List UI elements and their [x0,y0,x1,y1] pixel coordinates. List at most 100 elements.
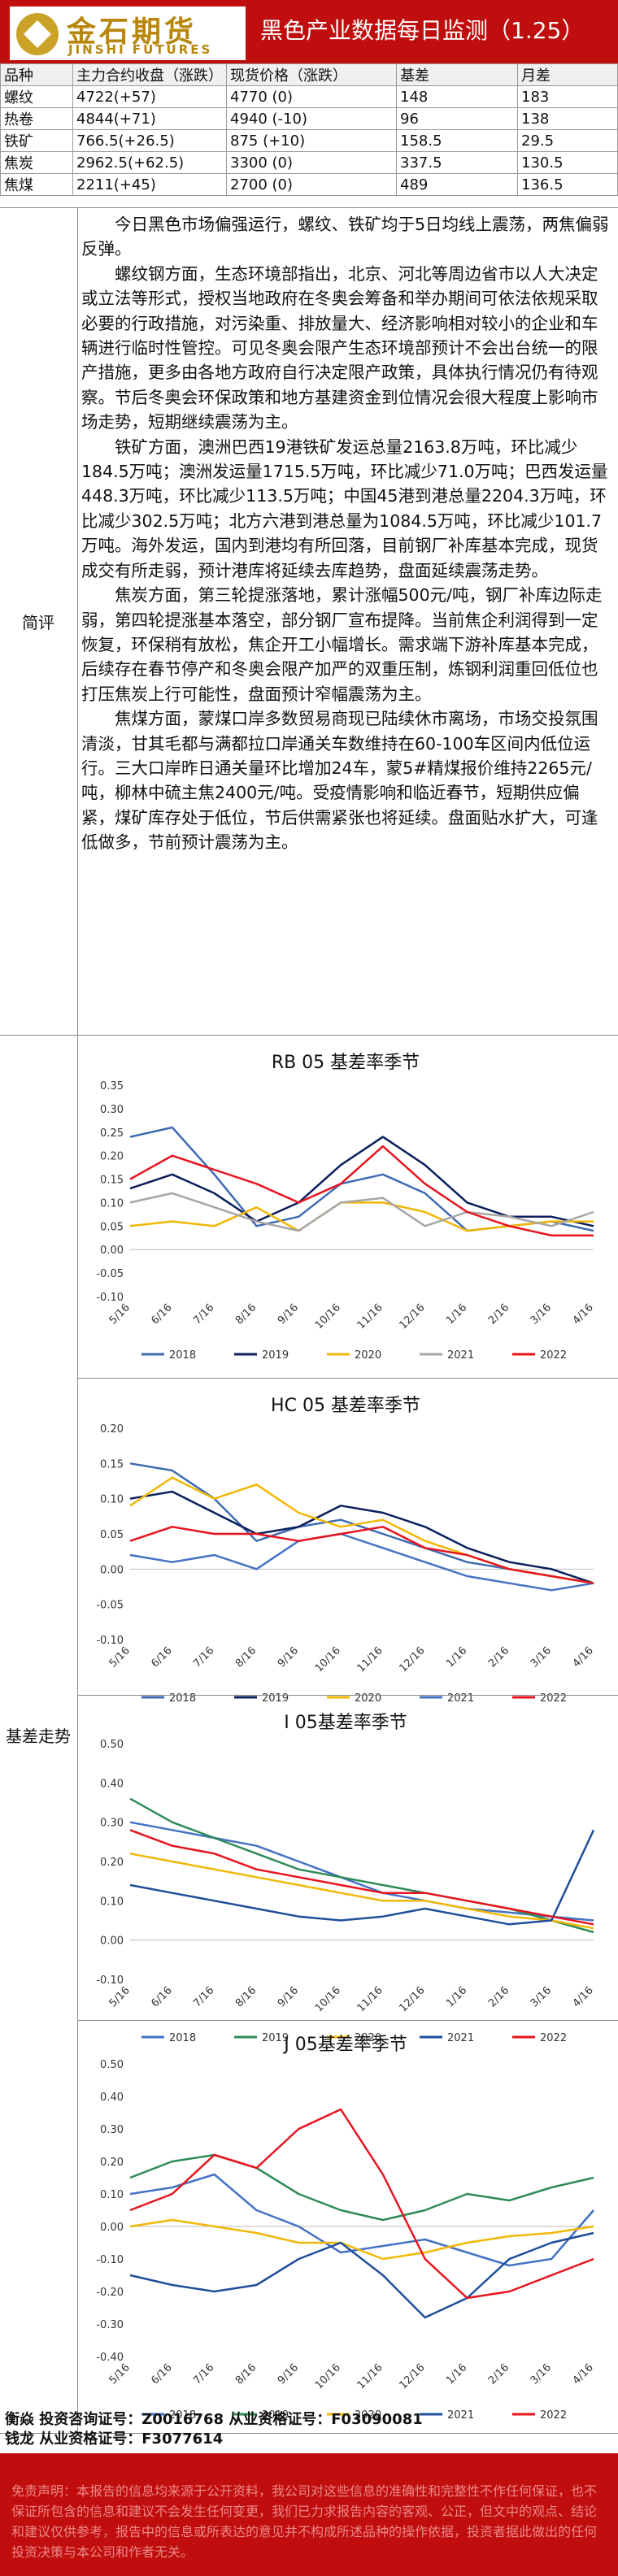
header-cell: 现货价格（涨跌） [226,63,397,86]
x-tick-label: 1/16 [444,1644,469,1670]
x-tick-label: 8/16 [233,1644,259,1670]
table-cell: 96 [396,107,518,130]
header-cell: 品种 [0,63,73,86]
y-tick-label: 0.20 [100,2157,124,2169]
table-cell: 489 [396,173,518,196]
y-tick-label: 0.30 [100,1104,124,1116]
x-tick-label: 7/16 [191,1644,216,1670]
chart-plot: 0.35 0.30 0.25 0.20 0.15 0.10 0.05 0.00 -0.05 -0.… [96,1080,596,1362]
x-tick-label: 1/16 [444,2361,469,2387]
table-cell: 4770 (0) [226,85,397,108]
y-tick-label: -0.20 [96,2287,124,2299]
legend-label: 2022 [540,2032,567,2044]
table-cell: 热卷 [0,107,73,130]
series-line [129,1532,594,1592]
series-line [129,1490,594,1584]
table-cell: 148 [396,85,518,108]
chart-title: I 05基差率季节 [284,1713,407,1733]
legend-label: 2021 [447,1349,474,1362]
x-tick-label: 8/16 [233,1301,259,1327]
y-tick-label: 0.10 [100,1896,124,1908]
series-line [129,1136,594,1227]
table-cell: 螺纹 [0,85,73,108]
y-tick-label: 0.00 [100,1564,124,1576]
legend-label: 2018 [169,2032,196,2044]
series-line [129,2231,594,2319]
legend-label: 2020 [355,1349,381,1362]
y-tick-label: 0.10 [100,1494,124,1506]
chart-divider [77,1695,618,1696]
x-tick-label: 2/16 [486,1301,511,1327]
chart-plot: 0.20 0.15 0.10 0.05 0.00 -0.05 -0.105/16 6/16 7/… [96,1423,596,1705]
comment-paragraph: 今日黑色市场偏强运行，螺纹、铁矿均于5日均线上震荡，两焦偏弱反弹。 [81,215,609,259]
comment-paragraph: 焦煤方面，蒙煤口岸多数贸易商现已陆续休市离场，市场交投氛围清淡，甘其毛都与满都拉… [81,709,598,853]
table-cell: 4722(+57) [72,85,227,108]
table-cell: 4940 (-10) [226,107,397,130]
y-tick-label: -0.30 [96,2319,124,2331]
table-cell: 29.5 [517,129,618,152]
y-tick-label: 0.40 [100,1778,124,1790]
legend-label: 2022 [540,2409,567,2422]
table-row: 螺纹 4722(+57) 4770 (0) 148 183 [0,85,618,108]
table-cell: 875 (+10) [226,129,397,152]
header-banner: 金石期货 JINSHI FUTURES 黑色产业数据每日监测（1.25） [0,0,618,63]
x-tick-label: 6/16 [149,2361,174,2387]
x-tick-label: 6/16 [149,1644,174,1670]
series-line [129,1853,594,1930]
x-tick-label: 11/16 [355,1301,385,1331]
y-tick-label: -0.05 [96,1268,124,1280]
chart-title: HC 05 基差率季节 [271,1396,420,1416]
x-tick-label: 3/16 [529,1984,554,2009]
table-header-row: 品种 主力合约收盘（涨跌） 现货价格（涨跌） 基差 月差 [0,63,618,86]
row-divider [0,1035,618,1036]
x-tick-label: 5/16 [107,1644,133,1670]
disclaimer-box: 免责声明：本报告的信息均来源于公开资料，我公司对这些信息的准确性和完整性不作任何… [0,2453,618,2576]
table-cell: 3300 (0) [226,151,397,174]
x-tick-label: 4/16 [571,1644,596,1670]
table-cell: 2211(+45) [72,173,227,196]
y-tick-label: 0.50 [100,2059,124,2071]
comment-paragraph: 铁矿方面，澳洲巴西19港铁矿发运总量2163.8万吨，环比减少184.5万吨；澳… [81,437,608,580]
disclaimer-text: 免责声明：本报告的信息均来源于公开资料，我公司对这些信息的准确性和完整性不作任何… [11,2483,598,2560]
chart-plot: 0.50 0.40 0.30 0.20 0.10 0.00 -0.10 -0.20 -0.30 -… [96,2059,595,2422]
rb-basis-chart: RB 05 基差率季节 0.35 0.30 0.25 0.20 0.15 0.10 0.05… [81,1038,610,1379]
header-cell: 主力合约收盘（涨跌） [72,63,227,86]
comment-text: 今日黑色市场偏强运行，螺纹、铁矿均于5日均线上震荡，两焦偏弱反弹。 螺纹钢方面，… [81,212,610,855]
table-cell: 焦炭 [0,151,73,174]
x-tick-label: 9/16 [276,1301,301,1327]
series-line [129,1821,594,1922]
x-tick-label: 12/16 [397,1984,427,2014]
x-tick-label: 4/16 [571,1301,596,1327]
legend-label: 2021 [447,2409,474,2422]
y-tick-label: 0.20 [100,1151,124,1163]
legend-label: 2019 [262,2032,289,2044]
y-tick-label: 0.15 [100,1458,124,1470]
chart-divider [77,1378,618,1379]
y-tick-label: 0.10 [100,1197,124,1210]
x-tick-label: 3/16 [529,1644,554,1670]
table-cell: 183 [517,85,618,108]
table-cell: 136.5 [517,173,618,196]
company-logo: 金石期货 JINSHI FUTURES [8,5,247,62]
header-cell: 基差 [396,63,518,86]
chart-title: RB 05 基差率季节 [271,1053,420,1073]
basis-label: 基差走势 [6,1727,71,1746]
y-tick-label: -0.10 [96,2254,124,2266]
analyst-info-2: 钱龙 从业资格证号：F3077614 [5,2430,224,2448]
column-divider [77,207,78,2433]
x-tick-label: 6/16 [149,1301,174,1327]
comment-label: 简评 [22,613,54,632]
x-tick-label: 12/16 [397,1644,427,1675]
table-row: 铁矿 766.5(+26.5) 875 (+10) 158.5 29.5 [0,129,618,152]
series-line [129,1829,595,1926]
table-row: 焦煤 2211(+45) 2700 (0) 489 136.5 [0,173,618,196]
table-cell: 2700 (0) [226,173,397,196]
x-tick-label: 1/16 [444,1301,469,1327]
report-body: 简评 基差走势 今日黑色市场偏强运行，螺纹、铁矿均于5日均线上震荡，两焦偏弱反弹… [0,207,618,2434]
report-title: 黑色产业数据每日监测（1.25） [260,17,585,44]
table-cell: 4844(+71) [72,107,227,130]
legend-label: 2019 [262,2409,289,2422]
x-tick-label: 11/16 [355,1644,385,1675]
chart-plot: 0.50 0.40 0.30 0.20 0.10 0.00 -0.105/16 6/16 7/1… [96,1739,595,2044]
table-cell: 铁矿 [0,129,73,152]
